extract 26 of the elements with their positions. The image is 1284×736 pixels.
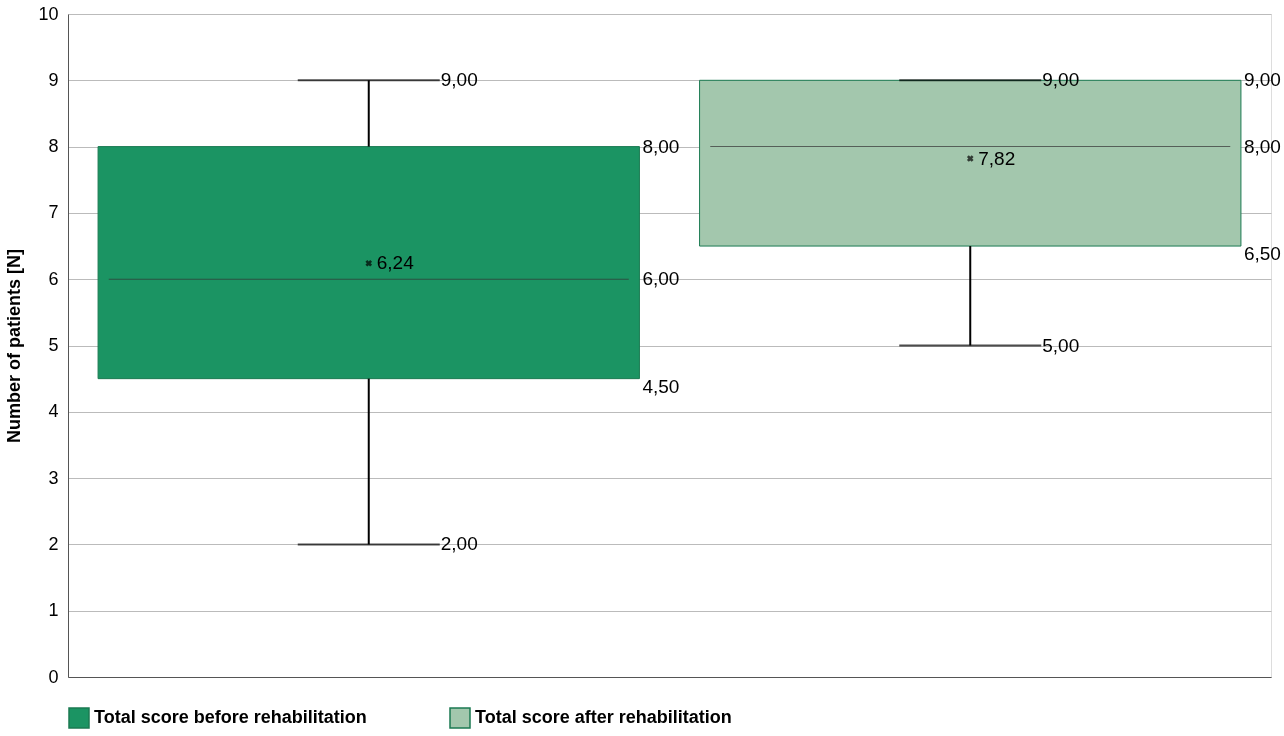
y-axis-title: Number of patients [N] xyxy=(4,248,25,444)
y-tick-label: 1 xyxy=(48,600,59,621)
annotation: 5,00 xyxy=(1042,334,1080,356)
legend-label: Total score after rehabilitation xyxy=(475,707,732,727)
legend-label: Total score before rehabilitation xyxy=(94,707,367,727)
y-tick-label: 7 xyxy=(48,202,59,223)
annotation: 8,00 xyxy=(642,135,680,157)
annotation: 9,00 xyxy=(440,69,478,91)
y-tick-label: 10 xyxy=(38,3,59,24)
annotation: 8,00 xyxy=(1243,135,1281,157)
annotation: 6,00 xyxy=(642,268,680,290)
y-tick-label: 6 xyxy=(48,268,59,289)
annotation: 2,00 xyxy=(440,533,478,555)
y-tick-label: 5 xyxy=(48,335,59,355)
annotation: 4,50 xyxy=(642,375,680,397)
annotation: 6,24 xyxy=(376,252,415,274)
annotation: 6,50 xyxy=(1243,243,1281,265)
annotation: 9,00 xyxy=(1243,69,1281,91)
y-tick-label: 3 xyxy=(48,467,59,488)
y-tick-label: 4 xyxy=(48,401,59,422)
y-tick-label: 2 xyxy=(48,533,59,554)
y-tick-label: 9 xyxy=(48,69,59,90)
y-tick-label: 0 xyxy=(48,666,59,687)
annotation: 9,00 xyxy=(1042,69,1080,91)
y-tick-label: 8 xyxy=(48,136,59,157)
annotation: 7,82 xyxy=(978,147,1016,169)
